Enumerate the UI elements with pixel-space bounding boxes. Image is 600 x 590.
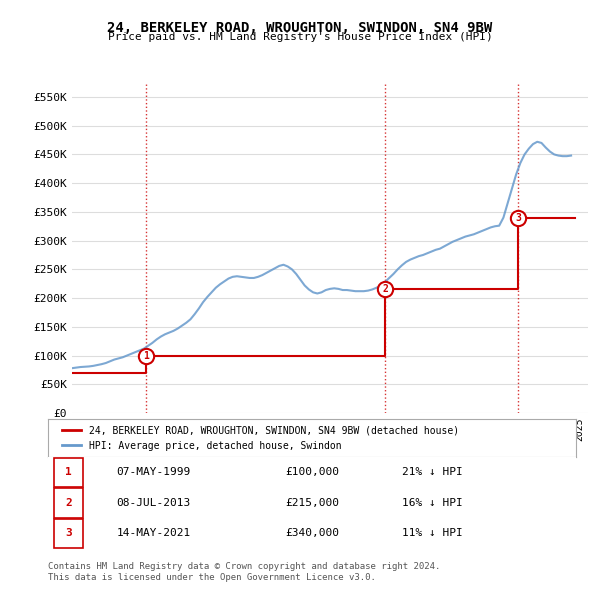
Text: Contains HM Land Registry data © Crown copyright and database right 2024.: Contains HM Land Registry data © Crown c… (48, 562, 440, 571)
Text: £340,000: £340,000 (286, 529, 340, 539)
Text: 2: 2 (382, 284, 388, 294)
Text: 24, BERKELEY ROAD, WROUGHTON, SWINDON, SN4 9BW: 24, BERKELEY ROAD, WROUGHTON, SWINDON, S… (107, 21, 493, 35)
Text: 2: 2 (65, 498, 72, 508)
Text: This data is licensed under the Open Government Licence v3.0.: This data is licensed under the Open Gov… (48, 573, 376, 582)
Text: 08-JUL-2013: 08-JUL-2013 (116, 498, 191, 508)
Text: Price paid vs. HM Land Registry's House Price Index (HPI): Price paid vs. HM Land Registry's House … (107, 32, 493, 42)
Text: 3: 3 (65, 529, 72, 539)
FancyBboxPatch shape (55, 519, 83, 548)
Text: 14-MAY-2021: 14-MAY-2021 (116, 529, 191, 539)
Text: 1: 1 (65, 467, 72, 477)
Text: 11% ↓ HPI: 11% ↓ HPI (402, 529, 463, 539)
FancyBboxPatch shape (55, 489, 83, 517)
Text: £215,000: £215,000 (286, 498, 340, 508)
Text: 21% ↓ HPI: 21% ↓ HPI (402, 467, 463, 477)
FancyBboxPatch shape (55, 458, 83, 487)
Legend: 24, BERKELEY ROAD, WROUGHTON, SWINDON, SN4 9BW (detached house), HPI: Average pr: 24, BERKELEY ROAD, WROUGHTON, SWINDON, S… (58, 422, 463, 454)
Text: 3: 3 (515, 212, 521, 222)
Text: 1: 1 (143, 350, 149, 360)
Text: £100,000: £100,000 (286, 467, 340, 477)
Text: 07-MAY-1999: 07-MAY-1999 (116, 467, 191, 477)
Text: 16% ↓ HPI: 16% ↓ HPI (402, 498, 463, 508)
